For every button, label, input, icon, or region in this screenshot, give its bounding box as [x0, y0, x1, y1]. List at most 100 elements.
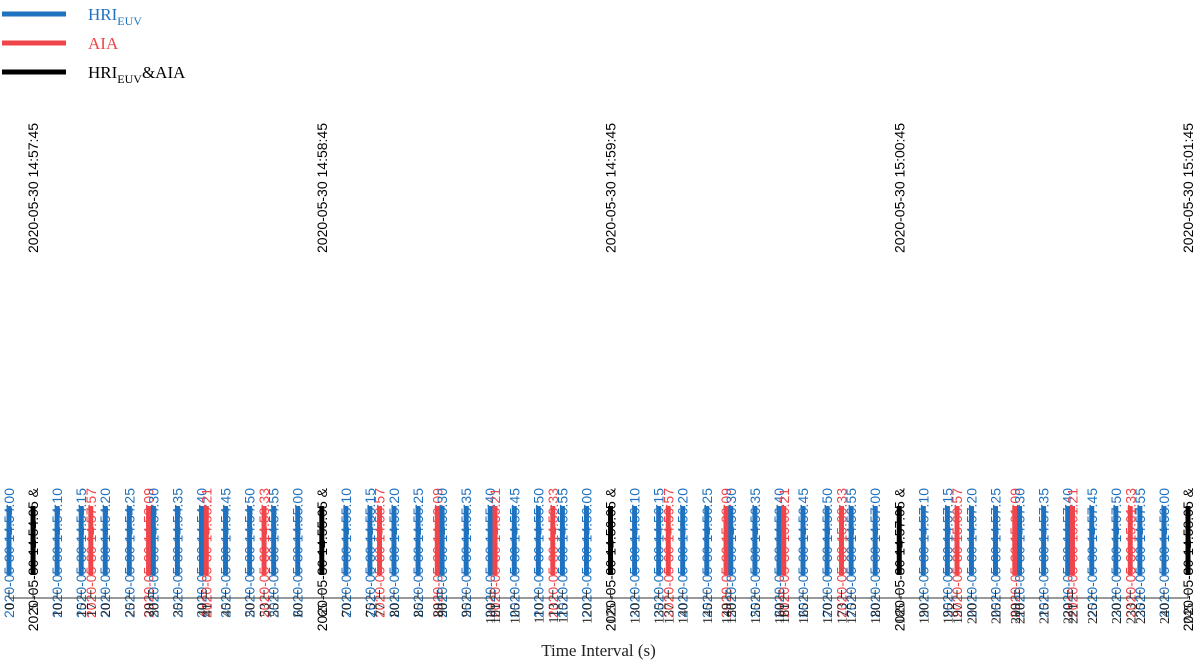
event-bar: [126, 506, 132, 575]
event-bar: [920, 506, 926, 575]
event-bars: [6, 506, 1191, 575]
x-tick-label: 175: [845, 603, 860, 624]
event-bar: [1137, 506, 1143, 575]
event-bar: [261, 506, 267, 575]
event-bar: [1070, 506, 1076, 575]
x-tick-label: 225: [1086, 603, 1101, 624]
x-tick-label: 77: [374, 603, 389, 617]
event-bar: [30, 506, 36, 575]
event-bar: [1017, 506, 1023, 575]
x-tick-label: 210: [1014, 603, 1029, 624]
x-tick-label: 15: [75, 603, 90, 617]
legend-entry: HRIEUV: [88, 5, 142, 28]
x-tick-label: 101: [489, 603, 504, 624]
event-bar: [367, 506, 373, 575]
upper-time-label: 2020-05-30 14:58:45: [314, 123, 330, 253]
event-bar: [824, 506, 830, 575]
x-tick-label: 161: [778, 603, 793, 624]
x-tick-label: 90: [436, 603, 451, 617]
x-tick-label: 41: [200, 603, 215, 617]
x-tick-label: 185: [893, 603, 908, 624]
x-tick-label: 53: [258, 603, 273, 617]
x-tick-label: 209: [1009, 603, 1024, 624]
x-tick-label: 240: [1158, 603, 1173, 624]
x-tick-label: 195: [941, 603, 956, 624]
x-tick-label: 110: [532, 603, 547, 623]
x-tick-label: 165: [797, 603, 812, 624]
event-bar: [1161, 506, 1167, 575]
x-tick-label: 220: [1062, 603, 1077, 624]
x-tick-label: 60: [292, 603, 307, 617]
x-tick-label: 120: [580, 603, 595, 624]
event-bar: [1127, 506, 1133, 575]
event-bar: [247, 506, 253, 575]
x-tick-label: 45: [220, 603, 235, 617]
x-tick-label: 70: [340, 603, 355, 617]
x-tick-label: 230: [1110, 603, 1125, 624]
x-tick-label: 105: [508, 603, 523, 624]
x-axis-title: Time Interval (s): [541, 641, 656, 660]
x-tick-label: 135: [653, 603, 668, 624]
event-bar: [728, 506, 734, 575]
event-bar: [377, 506, 383, 575]
event-bar: [295, 506, 301, 575]
x-tick-label: 55: [268, 603, 283, 617]
event-bar: [492, 506, 498, 575]
x-tick-label: 113: [547, 603, 562, 623]
event-bar: [1041, 506, 1047, 575]
x-tick-label: 85: [412, 603, 427, 617]
event-bar: [800, 506, 806, 575]
x-tick-label: 170: [821, 603, 836, 624]
event-bar: [198, 506, 204, 575]
x-tick-label: 221: [1067, 603, 1082, 624]
x-tick-label: 145: [701, 603, 716, 624]
event-bar: [968, 506, 974, 575]
x-tick-label: 80: [388, 603, 403, 617]
event-bar: [511, 506, 517, 575]
x-tick-label: 137: [662, 603, 677, 624]
x-tick-label: 10: [51, 603, 66, 617]
event-bar: [146, 506, 152, 575]
x-tick-label: 50: [244, 603, 259, 617]
x-tick-label: 245: [1182, 603, 1197, 624]
x-tick-label: 173: [836, 603, 851, 624]
event-bar: [439, 506, 445, 575]
x-tick-label: 125: [605, 603, 620, 624]
x-tick-label: 180: [869, 603, 884, 624]
event-bar: [463, 506, 469, 575]
event-bar: [203, 506, 209, 575]
event-bar: [954, 506, 960, 575]
x-tick-label: 20: [99, 603, 114, 617]
event-bar: [415, 506, 421, 575]
event-bar: [632, 506, 638, 575]
event-bar: [150, 506, 156, 575]
event-bar: [391, 506, 397, 575]
x-tick-label: 215: [1038, 603, 1053, 624]
x-tick-label: 5: [27, 603, 42, 610]
x-tick-label: 25: [123, 603, 138, 617]
event-bar: [102, 506, 108, 575]
x-tick-label: 0: [3, 603, 18, 610]
event-bar: [993, 506, 999, 575]
event-bar: [839, 506, 845, 575]
x-tick-label: 200: [965, 603, 980, 624]
event-bar: [319, 506, 325, 575]
x-tick-label: 140: [677, 603, 692, 624]
event-bar: [487, 506, 493, 575]
event-bar: [1113, 506, 1119, 575]
event-bar: [535, 506, 541, 575]
event-bar: [848, 506, 854, 575]
legend: HRIEUV AIA HRIEUV&AIA: [2, 5, 186, 86]
event-bar: [704, 506, 710, 575]
x-tick-label: 65: [316, 603, 331, 617]
event-bar: [343, 506, 349, 575]
x-tick-label: 155: [749, 603, 764, 624]
event-bar: [944, 506, 950, 575]
event-bar: [434, 506, 440, 575]
upper-time-label: 2020-05-30 14:59:45: [603, 123, 619, 253]
x-tick-label: 190: [917, 603, 932, 624]
x-tick-label: 100: [484, 603, 499, 624]
event-bar: [88, 506, 94, 575]
event-bar: [550, 506, 556, 575]
upper-time-label: 2020-05-30 14:57:45: [25, 123, 41, 253]
